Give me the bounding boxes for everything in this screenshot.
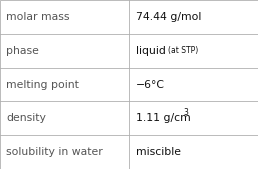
Text: miscible: miscible <box>136 147 181 157</box>
Text: density: density <box>6 113 46 123</box>
Text: 1.11 g/cm: 1.11 g/cm <box>136 113 191 123</box>
Text: −6°C: −6°C <box>136 79 165 90</box>
Text: molar mass: molar mass <box>6 12 69 22</box>
Text: melting point: melting point <box>6 79 79 90</box>
Text: 3: 3 <box>183 108 188 117</box>
Text: solubility in water: solubility in water <box>6 147 103 157</box>
Text: (at STP): (at STP) <box>168 46 198 55</box>
Text: phase: phase <box>6 46 39 56</box>
Text: liquid: liquid <box>136 46 173 56</box>
Text: 74.44 g/mol: 74.44 g/mol <box>136 12 201 22</box>
